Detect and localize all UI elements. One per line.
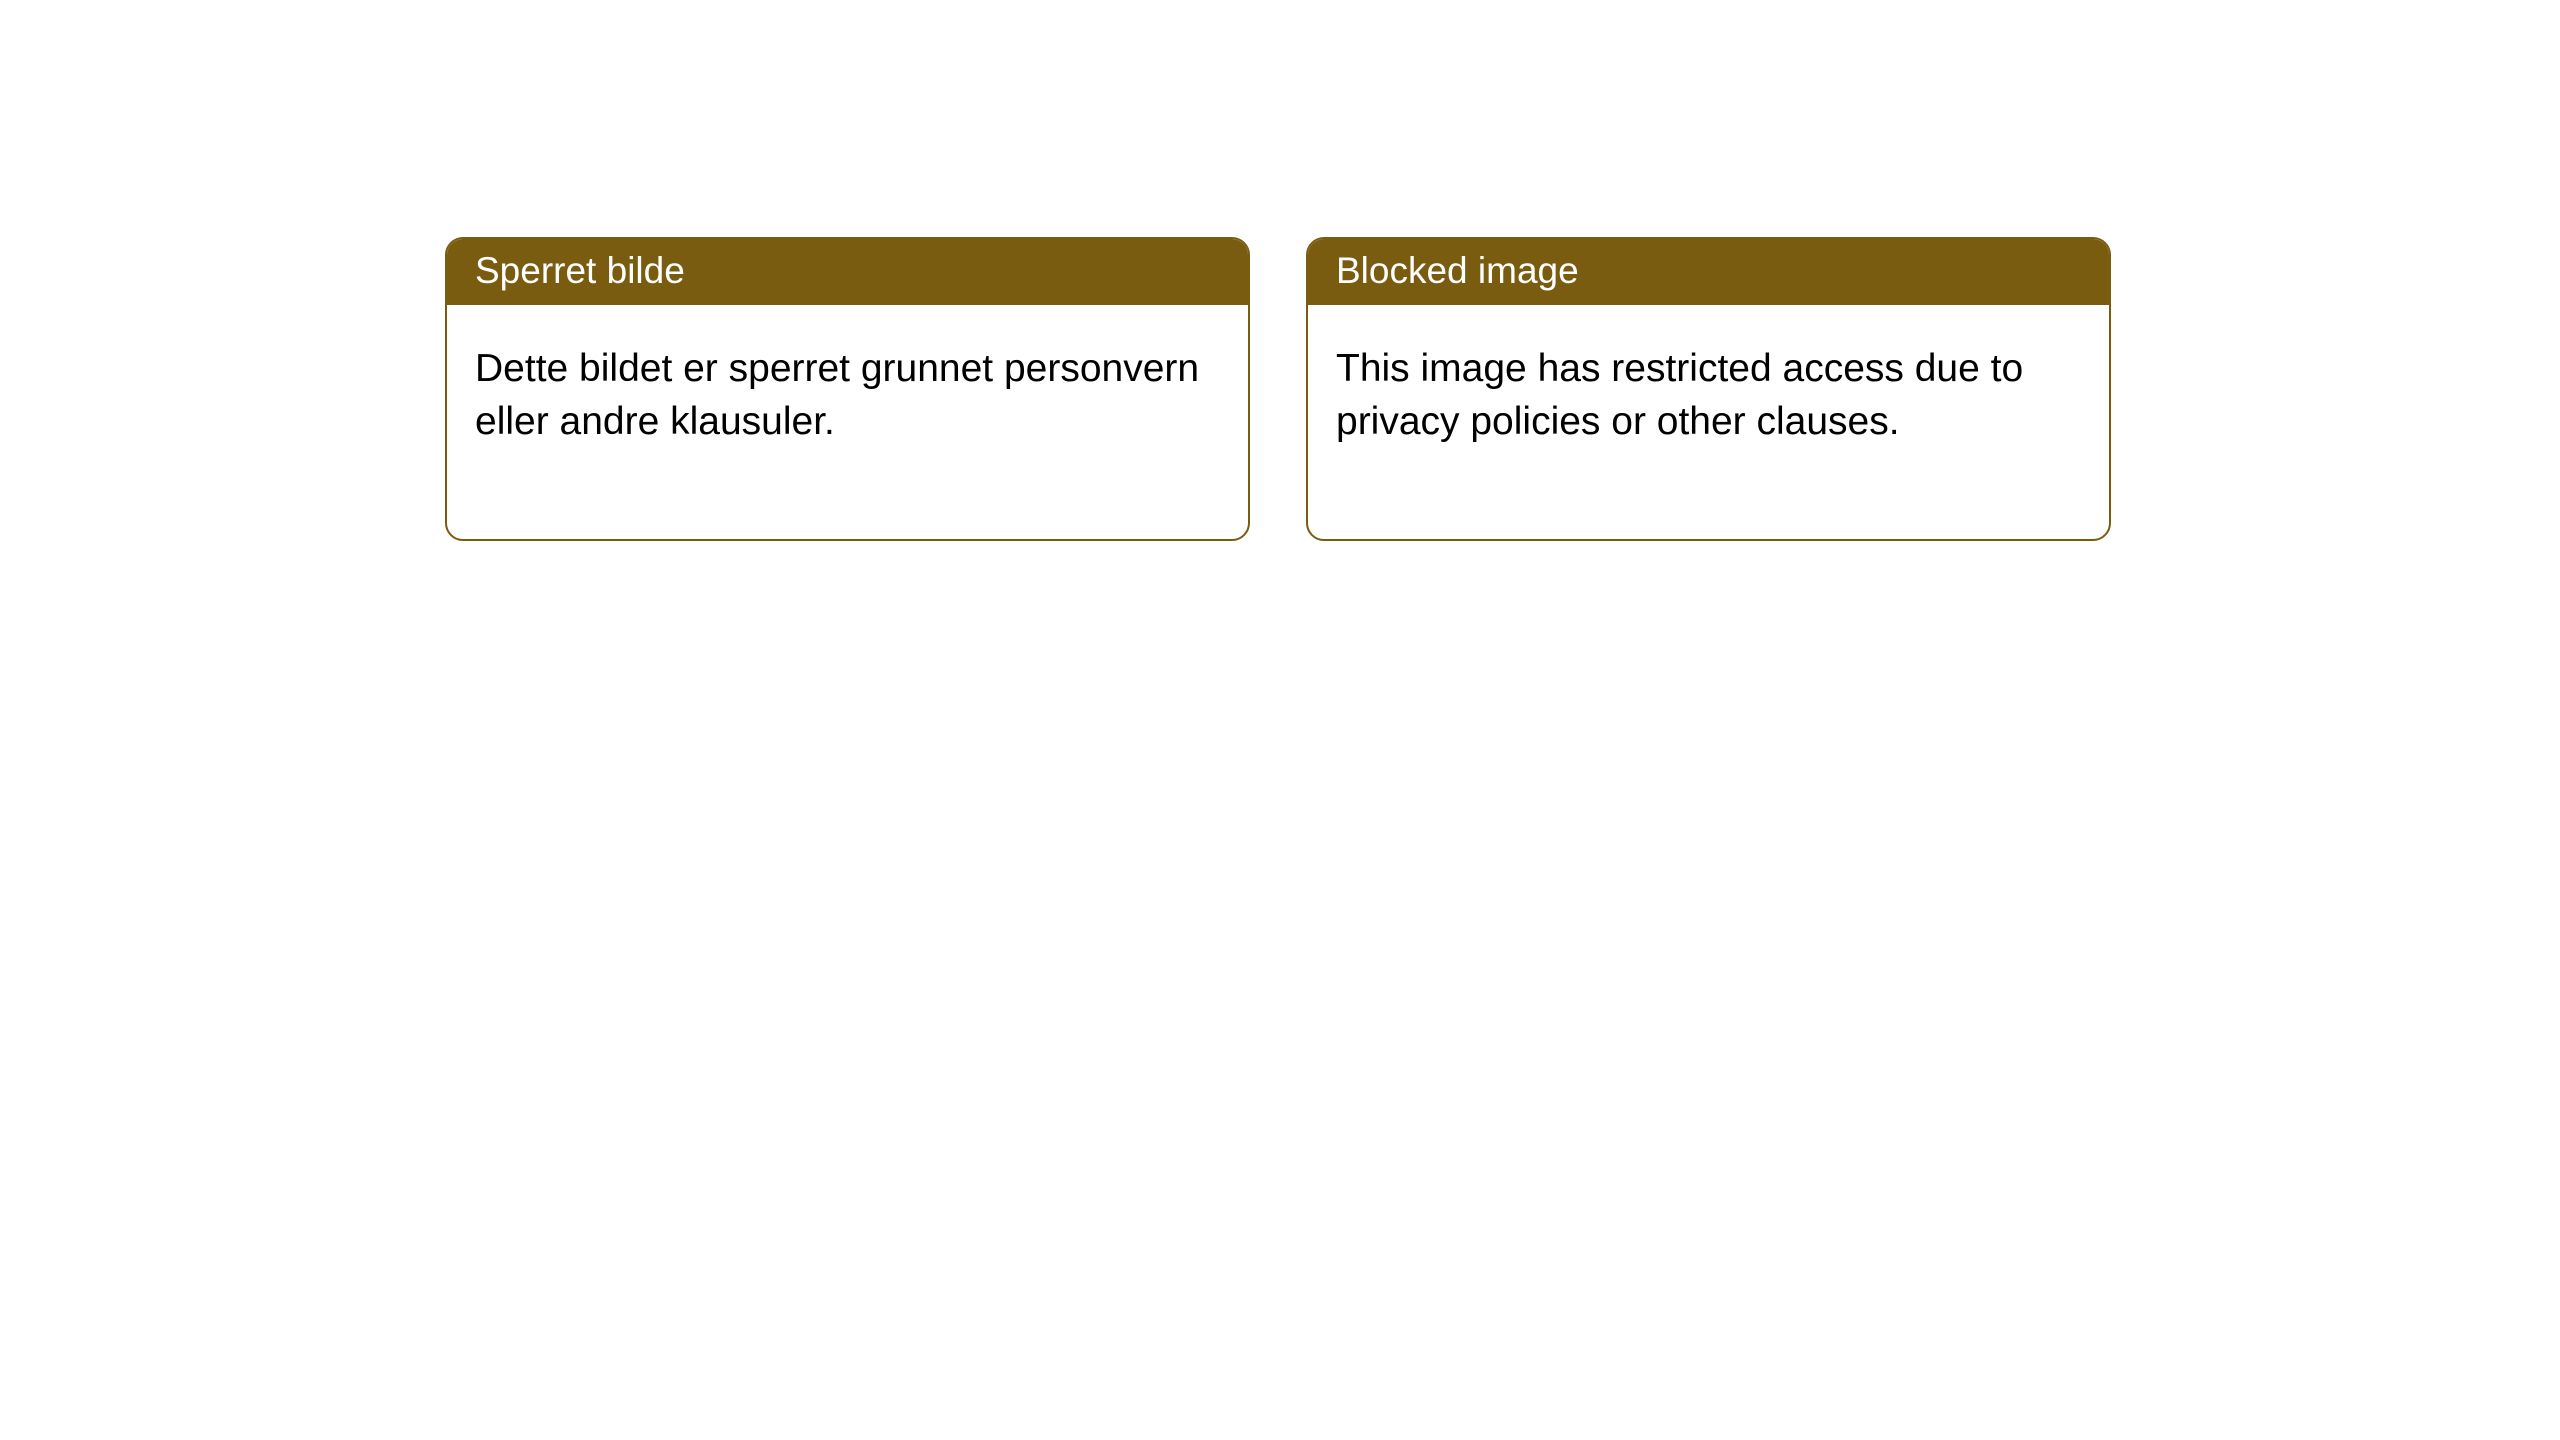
notice-header: Blocked image (1308, 239, 2109, 305)
notice-header: Sperret bilde (447, 239, 1248, 305)
notice-card-norwegian: Sperret bilde Dette bildet er sperret gr… (445, 237, 1250, 541)
notice-card-english: Blocked image This image has restricted … (1306, 237, 2111, 541)
notice-body: Dette bildet er sperret grunnet personve… (447, 305, 1248, 538)
notice-body: This image has restricted access due to … (1308, 305, 2109, 538)
notice-container: Sperret bilde Dette bildet er sperret gr… (0, 0, 2560, 541)
